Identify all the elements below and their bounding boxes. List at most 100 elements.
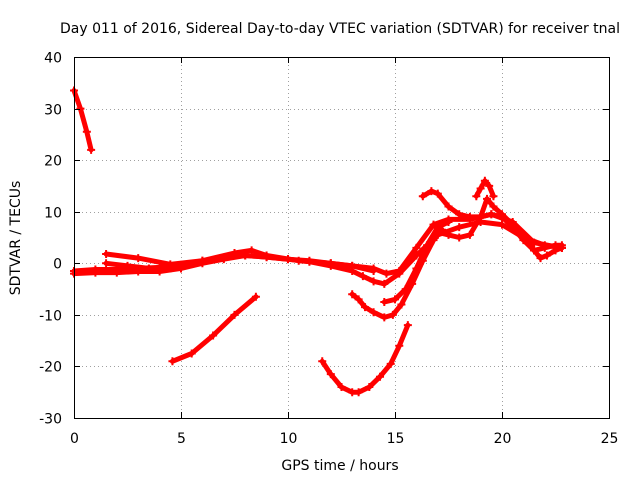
data-point xyxy=(498,220,506,229)
chart-title: Day 011 of 2016, Sidereal Day-to-day VTE… xyxy=(60,21,620,37)
data-point xyxy=(433,228,442,237)
series-line-s05 xyxy=(103,260,173,271)
x-tick-labels: 0 5 10 15 20 25 xyxy=(70,431,618,447)
x-tick-label: 25 xyxy=(601,431,619,447)
data-point xyxy=(388,310,397,319)
data-point xyxy=(455,210,464,219)
data-point xyxy=(82,127,91,136)
data-point xyxy=(487,210,496,219)
x-tick-label: 20 xyxy=(494,431,512,447)
data-point xyxy=(508,220,517,229)
data-point xyxy=(472,192,481,201)
data-point xyxy=(369,308,378,317)
series-line-s01 xyxy=(71,88,94,153)
data-point xyxy=(489,192,498,201)
data-point xyxy=(485,181,494,190)
data-point xyxy=(247,246,256,255)
y-tick-label: 40 xyxy=(44,51,62,67)
data-point xyxy=(354,295,363,304)
data-point xyxy=(369,267,378,276)
data-point xyxy=(465,212,474,221)
data-point xyxy=(168,357,177,366)
x-tick-label: 15 xyxy=(387,431,405,447)
data-point xyxy=(401,285,410,294)
data-point xyxy=(76,104,85,113)
data-point xyxy=(423,241,432,250)
data-point xyxy=(386,359,395,368)
data-point xyxy=(380,313,389,322)
series-line-s12 xyxy=(319,322,411,395)
data-point xyxy=(395,269,404,278)
y-axis-title: SDTVAR / TECUs xyxy=(8,181,24,296)
data-point xyxy=(427,187,436,196)
data-point xyxy=(536,254,545,263)
data-point xyxy=(455,223,464,232)
plot-frame xyxy=(74,57,610,419)
data-point xyxy=(102,259,111,268)
y-tick-label: -10 xyxy=(39,309,62,325)
data-point xyxy=(198,256,207,265)
data-point xyxy=(369,277,378,286)
data-point xyxy=(391,295,399,304)
data-point xyxy=(382,269,391,278)
data-point xyxy=(519,230,528,239)
x-tick-label: 10 xyxy=(280,431,298,447)
series-line-s03 xyxy=(71,219,565,287)
x-axis-title: GPS time / hours xyxy=(281,458,398,474)
y-tick-label: 0 xyxy=(53,257,62,273)
data-point xyxy=(480,176,489,185)
x-tick-label: 0 xyxy=(70,431,79,447)
data-point xyxy=(87,145,96,154)
data-point xyxy=(380,297,389,306)
y-tick-label: -20 xyxy=(39,360,62,376)
data-point xyxy=(376,372,385,381)
data-point xyxy=(395,341,404,350)
data-point xyxy=(489,202,498,211)
data-point xyxy=(465,230,474,239)
data-point xyxy=(476,212,485,221)
data-point xyxy=(337,383,346,392)
data-point xyxy=(348,290,357,299)
data-point xyxy=(444,218,453,227)
data-point xyxy=(326,259,335,268)
data-point xyxy=(412,243,421,252)
y-tick-labels: -30 -20 -10 0 10 20 30 40 xyxy=(39,51,62,428)
data-point xyxy=(144,264,153,273)
data-point xyxy=(483,194,492,203)
data-point xyxy=(444,202,453,211)
y-tick-label: 30 xyxy=(44,103,62,119)
data-point xyxy=(455,233,464,242)
data-point xyxy=(91,265,100,274)
data-point xyxy=(380,279,389,288)
data-point xyxy=(348,261,357,270)
data-point xyxy=(326,370,335,379)
x-tick-label: 5 xyxy=(177,431,186,447)
data-point xyxy=(444,230,453,239)
data-point xyxy=(230,310,239,319)
data-point xyxy=(318,357,327,366)
data-point xyxy=(134,254,143,263)
y-tick-label: 20 xyxy=(44,154,62,170)
data-point xyxy=(209,331,218,340)
data-point xyxy=(557,243,566,252)
data-point xyxy=(397,300,406,309)
axis-ticks xyxy=(74,57,610,419)
data-point xyxy=(551,246,560,255)
data-point xyxy=(418,192,427,201)
data-point xyxy=(403,321,412,330)
data-point xyxy=(429,220,438,229)
data-point xyxy=(358,272,367,281)
series-group xyxy=(70,86,566,397)
data-point xyxy=(542,251,551,260)
data-point xyxy=(123,261,132,270)
data-point xyxy=(412,264,421,273)
data-point xyxy=(294,256,303,265)
data-point xyxy=(476,184,485,193)
data-point xyxy=(361,303,370,312)
data-point xyxy=(187,349,196,358)
series-line-s11 xyxy=(169,294,259,364)
data-point xyxy=(230,248,239,257)
data-point xyxy=(498,210,506,219)
data-point xyxy=(354,388,363,397)
